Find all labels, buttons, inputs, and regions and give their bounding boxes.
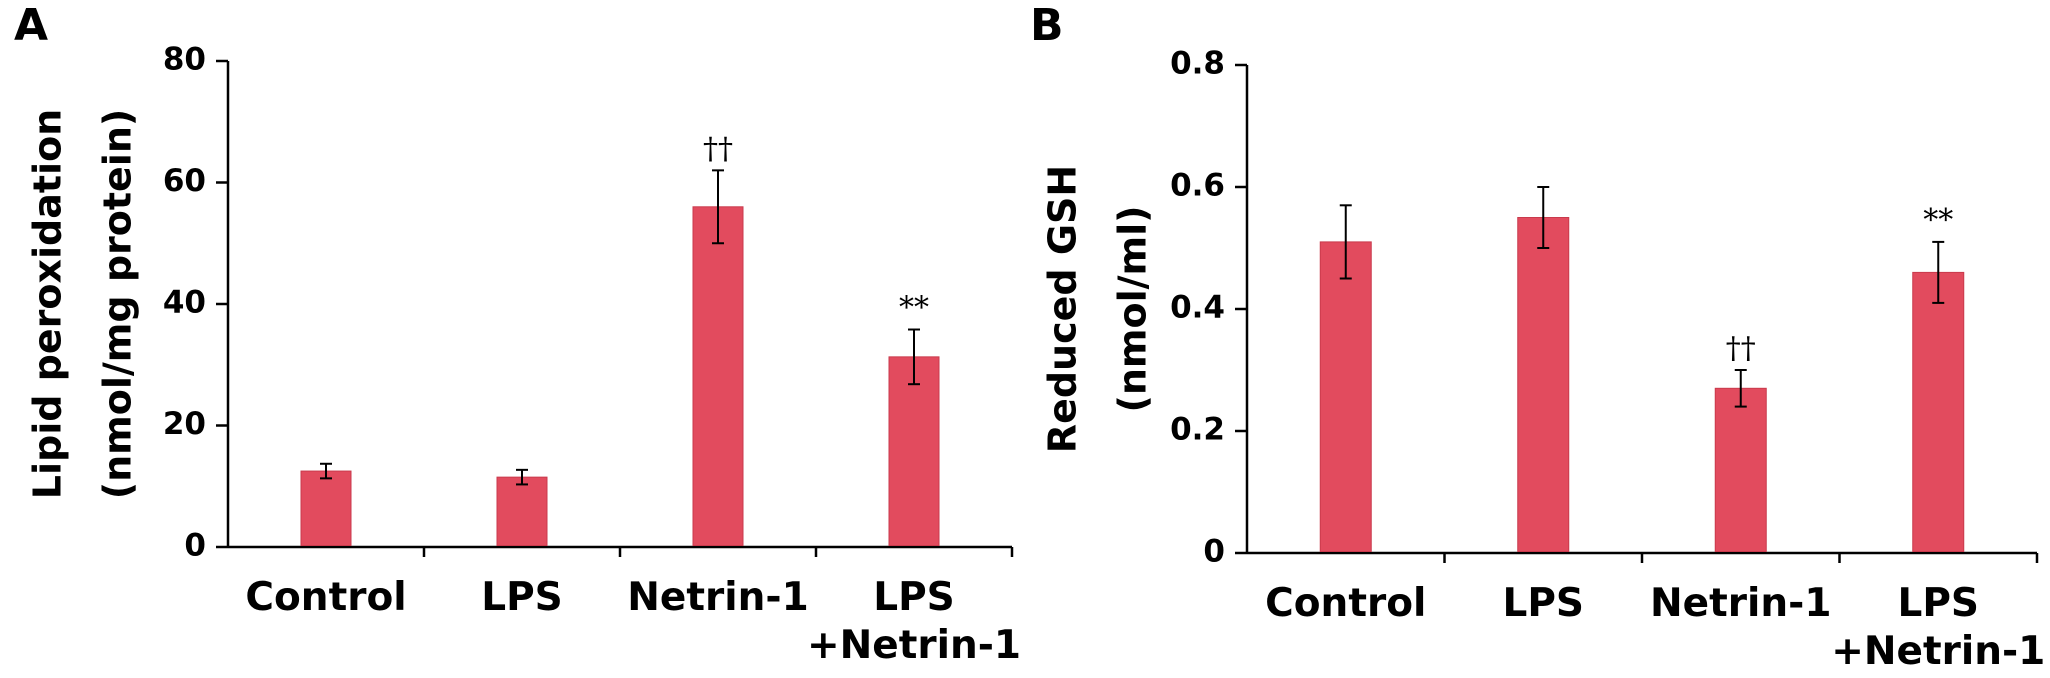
y-tick-label: 0.6 [1170,168,1225,204]
category-label: Control [245,575,406,620]
y-tick-label: 40 [163,285,206,321]
bar [692,206,744,547]
category-label: Netrin-1 [1650,581,1831,626]
category-label: +Netrin-1 [807,623,1021,668]
significance-marker: †† [703,131,733,166]
bar [1319,241,1372,552]
category-label: Netrin-1 [627,575,808,620]
bar [1517,217,1570,552]
y-tick-label: 0 [184,528,206,564]
y-tick-label: 0 [1203,534,1225,570]
y-axis-label-line: (nmol/ml) [1111,205,1155,412]
bar [1714,387,1767,552]
panel-letter: B [1030,0,1064,51]
category-label: Control [1265,581,1426,626]
chart-a-svg: A Lipid peroxidation (nmol/mg protein) 0 20 4… [14,0,1021,668]
y-tick-label: 60 [163,163,206,199]
category-label: LPS [1897,581,1979,626]
y-tick-label: 0.8 [1170,46,1225,82]
y-tick-label: 0.4 [1170,290,1225,326]
panel-b-reduced-gsh-chart: B Reduced GSH (nmol/ml) 0 0.2 0.4 0.6 0.8 Contro… [1025,0,2050,678]
y-axis-label-line: Lipid peroxidation [26,109,70,499]
chart-b-svg: B Reduced GSH (nmol/ml) 0 0.2 0.4 0.6 0.8 Contro… [1030,0,2045,674]
category-label: +Netrin-1 [1831,629,2045,674]
y-tick-label: 80 [163,42,206,78]
bar [496,476,548,547]
bar [300,470,352,546]
significance-marker: †† [1726,331,1756,366]
significance-marker: ** [1923,203,1953,238]
panel-a-lipid-peroxidation-chart: A Lipid peroxidation (nmol/mg protein) 0 20 4… [14,0,1021,668]
y-axis-label-line: (nmol/mg protein) [96,109,140,499]
significance-marker: ** [899,291,929,326]
category-label: LPS [873,575,955,620]
y-tick-label: 20 [163,406,206,442]
bar [888,356,940,547]
y-axis-label-line: Reduced GSH [1041,165,1085,453]
category-label: LPS [481,575,563,620]
bar [1912,271,1965,552]
category-label: LPS [1502,581,1584,626]
y-tick-label: 0.2 [1170,412,1225,448]
panel-letter: A [14,0,48,51]
